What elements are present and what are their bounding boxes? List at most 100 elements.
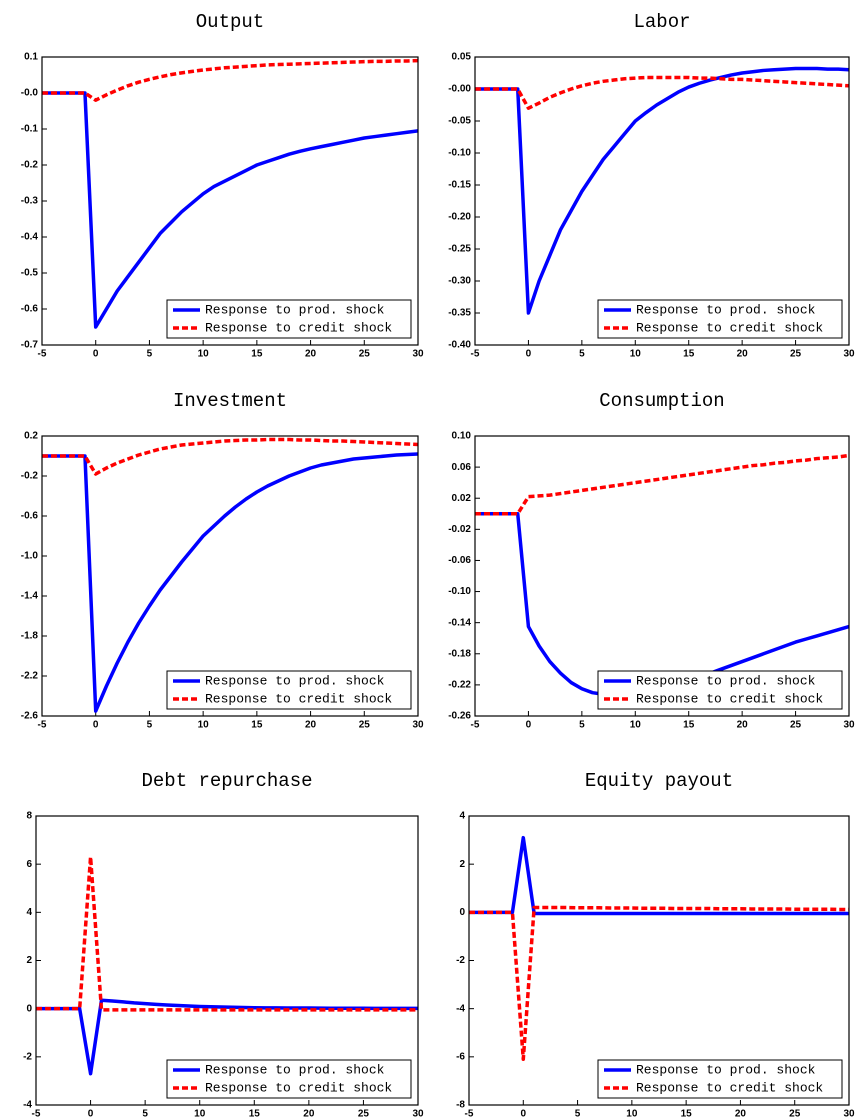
y-tick-label: -0.18 xyxy=(448,648,471,659)
y-tick-label: -0.25 xyxy=(448,244,471,255)
legend-box xyxy=(597,1059,843,1099)
x-tick-label: 20 xyxy=(737,349,749,360)
x-tick-label: 30 xyxy=(412,349,424,360)
x-tick-label: 0 xyxy=(93,349,99,360)
y-tick-label: -2.6 xyxy=(21,711,39,722)
legend-label: Response to credit shock xyxy=(636,1080,823,1095)
chart-title: Debt repurchase xyxy=(141,770,312,792)
x-tick-label: 20 xyxy=(737,720,749,731)
series-line xyxy=(469,835,849,916)
plot-frame xyxy=(41,56,419,346)
y-tick-label: -0.10 xyxy=(448,586,471,597)
x-tick-label: 15 xyxy=(683,720,695,731)
x-tick-label: 5 xyxy=(147,720,153,731)
y-tick-label: -0.06 xyxy=(448,555,471,566)
chart-title: Consumption xyxy=(599,390,724,412)
legend-label: Response to prod. shock xyxy=(636,302,816,317)
x-tick-label: 15 xyxy=(681,1109,693,1120)
x-tick-label: 25 xyxy=(358,1109,370,1120)
x-tick-label: 5 xyxy=(579,349,585,360)
x-tick-label: -5 xyxy=(38,349,47,360)
x-tick-label: 10 xyxy=(630,349,642,360)
plot-frame xyxy=(474,435,850,717)
y-tick-label: -0.6 xyxy=(21,511,39,522)
x-tick-label: 5 xyxy=(575,1109,581,1120)
series-line xyxy=(475,66,849,315)
legend-box xyxy=(166,670,412,710)
y-tick-label: -0.00 xyxy=(448,84,471,95)
plot-frame xyxy=(35,815,419,1106)
x-tick-label: 30 xyxy=(843,1109,855,1120)
x-tick-label: 20 xyxy=(305,349,317,360)
y-tick-label: 0 xyxy=(26,1003,32,1014)
x-tick-label: 25 xyxy=(789,1109,801,1120)
y-tick-label: 4 xyxy=(459,811,465,822)
y-tick-label: -8 xyxy=(456,1100,465,1111)
y-tick-label: 4 xyxy=(26,907,32,918)
series-line xyxy=(42,452,418,713)
x-tick-label: 25 xyxy=(359,720,371,731)
y-tick-label: 0.05 xyxy=(452,52,472,63)
y-tick-label: -0.15 xyxy=(448,180,471,191)
legend-box xyxy=(166,299,412,339)
series-line xyxy=(42,91,418,329)
series-line xyxy=(469,905,849,1061)
x-tick-label: 10 xyxy=(198,349,210,360)
x-tick-label: 15 xyxy=(683,349,695,360)
x-tick-label: -5 xyxy=(32,1109,41,1120)
x-tick-label: 25 xyxy=(790,720,802,731)
x-tick-label: -5 xyxy=(465,1109,474,1120)
legend-label: Response to credit shock xyxy=(636,691,823,706)
y-tick-label: 0.06 xyxy=(452,462,472,473)
y-tick-label: -0.22 xyxy=(448,680,471,691)
y-tick-label: -0.7 xyxy=(21,340,39,351)
series-line xyxy=(475,512,849,697)
y-tick-label: -0.0 xyxy=(21,88,39,99)
y-tick-label: -0.2 xyxy=(21,471,39,482)
x-tick-label: 0 xyxy=(88,1109,94,1120)
y-tick-label: 6 xyxy=(26,859,32,870)
y-tick-label: -2 xyxy=(456,955,465,966)
x-tick-label: 0 xyxy=(526,720,532,731)
y-tick-label: -1.4 xyxy=(21,591,39,602)
chart-title: Equity payout xyxy=(585,770,733,792)
x-tick-label: 20 xyxy=(305,720,317,731)
x-tick-label: 5 xyxy=(579,720,585,731)
y-tick-label: -1.0 xyxy=(21,551,39,562)
y-tick-label: -0.26 xyxy=(448,711,471,722)
y-tick-label: 0.10 xyxy=(452,431,472,442)
y-tick-label: -0.5 xyxy=(21,268,39,279)
y-tick-label: 2 xyxy=(26,955,32,966)
x-tick-label: 10 xyxy=(198,720,210,731)
y-tick-label: -2 xyxy=(23,1051,32,1062)
x-tick-label: 0 xyxy=(526,349,532,360)
legend-label: Response to prod. shock xyxy=(636,1062,816,1077)
y-tick-label: -0.14 xyxy=(448,617,471,628)
x-tick-label: 30 xyxy=(843,720,855,731)
legend-label: Response to prod. shock xyxy=(636,673,816,688)
y-tick-label: -0.4 xyxy=(21,232,39,243)
legend-box xyxy=(597,299,843,339)
legend-box xyxy=(166,1059,412,1099)
legend-box xyxy=(597,670,843,710)
y-tick-label: -6 xyxy=(456,1051,465,1062)
x-tick-label: -5 xyxy=(471,349,480,360)
x-tick-label: 15 xyxy=(251,349,263,360)
x-tick-label: -5 xyxy=(38,720,47,731)
x-tick-label: 5 xyxy=(142,1109,148,1120)
y-tick-label: -0.05 xyxy=(448,116,471,127)
y-tick-label: -0.20 xyxy=(448,212,471,223)
y-tick-label: -0.30 xyxy=(448,276,471,287)
chart-title: Labor xyxy=(633,11,690,33)
x-tick-label: 25 xyxy=(359,349,371,360)
x-tick-label: 10 xyxy=(630,720,642,731)
y-tick-label: -0.40 xyxy=(448,340,471,351)
legend-label: Response to credit shock xyxy=(636,320,823,335)
series-line xyxy=(42,58,418,102)
series-line xyxy=(475,75,849,110)
chart-title: Investment xyxy=(173,390,287,412)
y-tick-label: 0.2 xyxy=(24,431,38,442)
legend-label: Response to credit shock xyxy=(205,691,392,706)
x-tick-label: 30 xyxy=(412,720,424,731)
